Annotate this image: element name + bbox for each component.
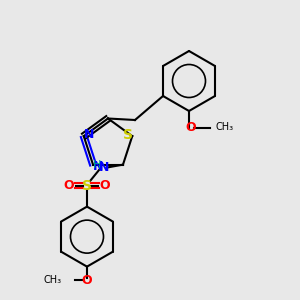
Text: O: O bbox=[185, 121, 196, 134]
Text: S: S bbox=[123, 128, 133, 142]
Text: N: N bbox=[99, 161, 110, 174]
Text: S: S bbox=[82, 178, 92, 193]
Text: CH₃: CH₃ bbox=[215, 122, 233, 133]
Text: O: O bbox=[64, 179, 74, 192]
Text: O: O bbox=[100, 179, 110, 192]
Text: CH₃: CH₃ bbox=[44, 275, 62, 285]
Text: N: N bbox=[84, 128, 94, 141]
Text: O: O bbox=[82, 274, 92, 286]
Text: H: H bbox=[93, 160, 102, 170]
Text: N: N bbox=[93, 160, 103, 172]
